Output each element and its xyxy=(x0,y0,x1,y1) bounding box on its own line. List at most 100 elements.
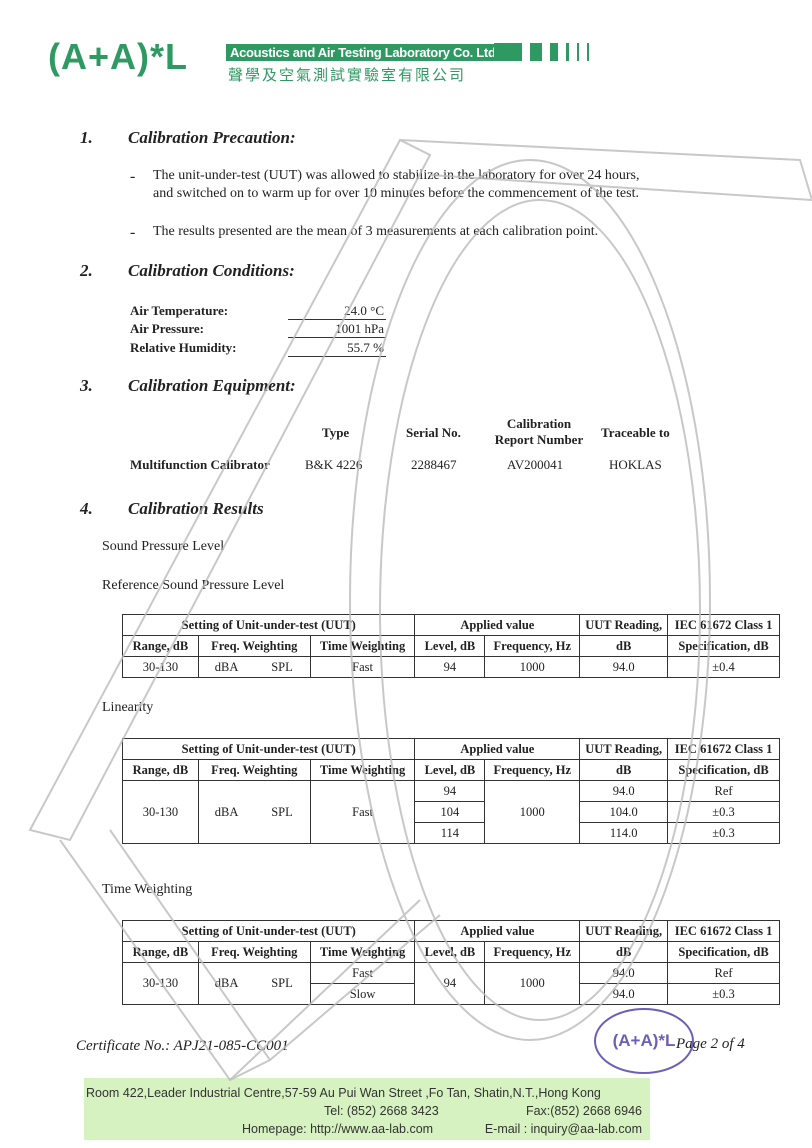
header-setting: Setting of Unit-under-test (UUT) xyxy=(121,614,416,636)
cell-level: 94 xyxy=(414,656,486,678)
results-subtitle: Sound Pressure Level xyxy=(102,539,225,554)
table-caption: Reference Sound Pressure Level xyxy=(102,578,285,593)
homepage-link: Homepage: http://www.aa-lab.com xyxy=(242,1122,434,1136)
header-applied: Applied value xyxy=(414,614,581,636)
equipment-header: Serial No. xyxy=(406,425,461,440)
precaution-text: The results presented are the mean of 3 … xyxy=(153,224,599,239)
condition-label: Air Temperature: xyxy=(130,303,229,318)
header-level: Level, dB xyxy=(414,635,486,657)
header-setting: Setting of Unit-under-test (UUT) xyxy=(121,738,416,760)
cell-uut-reading: 94.0 xyxy=(579,983,669,1005)
table-caption: Linearity xyxy=(102,700,154,715)
condition-label: Air Pressure: xyxy=(130,321,205,336)
equipment-header: Type xyxy=(322,425,350,440)
cell-spec: ±0.4 xyxy=(667,656,780,678)
section-number: 2. xyxy=(80,261,93,280)
section-number: 3. xyxy=(80,376,93,395)
header-spec: Specification, dB xyxy=(667,759,780,781)
cell-level: 94 xyxy=(414,780,486,802)
cell-uut-reading: 114.0 xyxy=(579,822,669,844)
header-iec: IEC 61672 Class 1 xyxy=(667,920,780,942)
cell-freq-weighting: dBA xyxy=(197,962,255,1005)
cell-time-weighting: Slow xyxy=(309,983,416,1005)
certificate-number: Certificate No.: APJ21-085-CC001 xyxy=(76,1038,289,1054)
telephone: Tel: (852) 2668 3423 xyxy=(324,1104,439,1118)
header-range: Range, dB xyxy=(122,759,199,781)
cell-frequency: 1000 xyxy=(484,656,581,678)
cell-range: 30-130 xyxy=(122,780,199,844)
equipment-header: Traceable to xyxy=(601,425,670,440)
section-title: Calibration Results xyxy=(128,499,264,518)
address: Room 422,Leader Industrial Centre,57-59 … xyxy=(86,1086,601,1100)
header-freq-weighting: Freq. Weighting xyxy=(197,759,311,781)
header-applied: Applied value xyxy=(414,738,581,760)
header-freq-weighting: Freq. Weighting xyxy=(197,941,311,963)
cell-spl: SPL xyxy=(254,656,311,678)
logo-bars xyxy=(494,43,589,61)
cell-spec: Ref xyxy=(667,780,780,802)
cell-spec: ±0.3 xyxy=(667,983,780,1005)
header-freq-weighting: Freq. Weighting xyxy=(197,635,311,657)
equipment-traceable: HOKLAS xyxy=(609,457,662,472)
cell-uut-reading: 94.0 xyxy=(579,962,669,984)
results-table: Setting of Unit-under-test (UUT) Applied … xyxy=(121,920,780,1005)
precaution-text: and switched on to warm up for over 10 m… xyxy=(153,186,639,201)
cell-uut-reading: 94.0 xyxy=(579,656,669,678)
cell-time-weighting: Fast xyxy=(309,962,416,984)
header-uut: UUT Reading, xyxy=(579,920,669,942)
section-title: Calibration Conditions: xyxy=(128,261,295,280)
cell-frequency: 1000 xyxy=(484,962,581,1005)
condition-label: Relative Humidity: xyxy=(130,340,237,355)
header-spec: Specification, dB xyxy=(667,941,780,963)
condition-value: 24.0 °C xyxy=(288,303,386,320)
precaution-text: The unit-under-test (UUT) was allowed to… xyxy=(153,168,640,183)
section-number: 4. xyxy=(80,499,93,518)
equipment-type: B&K 4226 xyxy=(305,457,363,472)
header-frequency: Frequency, Hz xyxy=(484,635,581,657)
header-range: Range, dB xyxy=(122,635,199,657)
header-uut: UUT Reading, xyxy=(579,614,669,636)
cell-level: 104 xyxy=(414,801,486,823)
cell-spl: SPL xyxy=(254,962,311,1005)
cell-spec: Ref xyxy=(667,962,780,984)
header-level: Level, dB xyxy=(414,941,486,963)
header-range: Range, dB xyxy=(122,941,199,963)
cell-level: 94 xyxy=(414,962,486,1005)
header-db: dB xyxy=(579,635,669,657)
section-title: Calibration Precaution: xyxy=(128,128,296,147)
cell-spec: ±0.3 xyxy=(667,822,780,844)
cell-range: 30-130 xyxy=(122,656,199,678)
header-frequency: Frequency, Hz xyxy=(484,759,581,781)
header-time-weighting: Time Weighting xyxy=(309,759,416,781)
cell-spl: SPL xyxy=(254,780,311,844)
equipment-header: Calibration Report Number xyxy=(494,416,584,447)
section-title: Calibration Equipment: xyxy=(128,376,296,395)
cell-uut-reading: 104.0 xyxy=(579,801,669,823)
page-number: Page 2 of 4 xyxy=(676,1036,745,1052)
header-level: Level, dB xyxy=(414,759,486,781)
cell-frequency: 1000 xyxy=(484,780,581,844)
header-spec: Specification, dB xyxy=(667,635,780,657)
company-name-en: Acoustics and Air Testing Laboratory Co.… xyxy=(226,44,503,61)
header-db: dB xyxy=(579,941,669,963)
header-time-weighting: Time Weighting xyxy=(309,635,416,657)
email: E-mail : inquiry@aa-lab.com xyxy=(484,1122,642,1136)
cell-freq-weighting: dBA xyxy=(197,656,255,678)
header-frequency: Frequency, Hz xyxy=(484,941,581,963)
results-table: Setting of Unit-under-test (UUT) Applied … xyxy=(121,614,780,678)
header-setting: Setting of Unit-under-test (UUT) xyxy=(121,920,416,942)
header-uut: UUT Reading, xyxy=(579,738,669,760)
table-row: 30-130 dBA SPL Fast 94 1000 94.0 Ref xyxy=(122,962,780,1005)
cell-time-weighting: Fast xyxy=(309,780,416,844)
header-iec: IEC 61672 Class 1 xyxy=(667,738,780,760)
equipment-name: Multifunction Calibrator xyxy=(130,457,270,472)
header-applied: Applied value xyxy=(414,920,581,942)
cell-uut-reading: 94.0 xyxy=(579,780,669,802)
cell-freq-weighting: dBA xyxy=(197,780,255,844)
cell-level: 114 xyxy=(414,822,486,844)
results-table: Setting of Unit-under-test (UUT) Applied … xyxy=(121,738,780,844)
condition-value: 1001 hPa xyxy=(288,321,386,338)
company-logo: (A+A)*L xyxy=(48,36,188,77)
header-iec: IEC 61672 Class 1 xyxy=(667,614,780,636)
